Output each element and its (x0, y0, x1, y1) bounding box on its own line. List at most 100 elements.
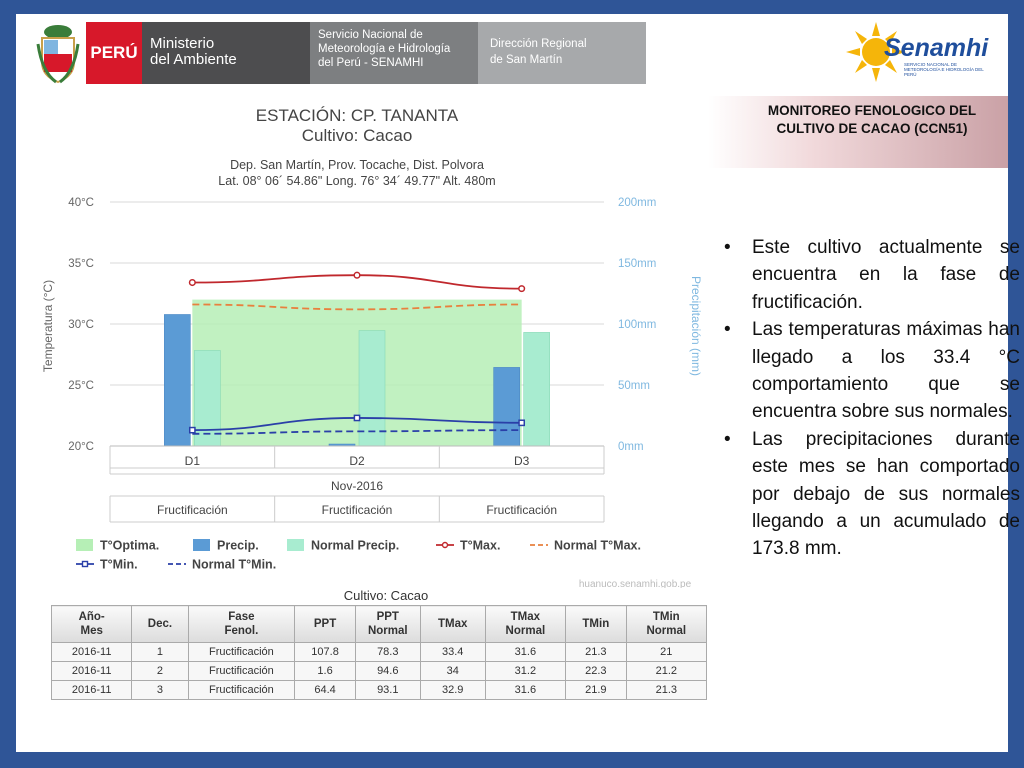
table-cell: 21.3 (565, 642, 627, 662)
table-header-text: Fenol. (224, 625, 259, 637)
table-cell: 33.4 (419, 642, 486, 662)
chart-credit: huanuco.senamhi.gob.pe (579, 579, 692, 588)
tmax-point (518, 285, 526, 293)
monitor-banner: MONITOREO FENOLOGICO DEL CULTIVO DE CACA… (708, 96, 1008, 168)
table-header-cell: PPT Normal (354, 605, 421, 643)
lines (188, 271, 526, 435)
legend-label: Precip. (217, 539, 259, 553)
table-header-row: Año- Mes Dec. Fase Fenol. PPT PPT Normal TMax TMa… (50, 605, 708, 643)
direccion-label: Dirección Regional de San Martín (478, 22, 646, 84)
monitor-title: MONITOREO FENOLOGICO DEL CULTIVO DE CACA… (767, 103, 977, 136)
table-header-text: TMin (582, 618, 610, 630)
table-header-text: Normal (367, 625, 408, 637)
legend-label: Normal Precip. (311, 539, 399, 553)
table-cell: 32.9 (419, 680, 486, 700)
phase-label: Fructificación (486, 503, 557, 517)
y-tick-label: 30°C (68, 319, 94, 331)
ministerio-line1: Ministerio (150, 35, 215, 52)
table-cell: Fructificación (187, 642, 296, 662)
y2-tick-label: 0mm (618, 441, 644, 453)
table-row: 2016-11 3 Fructificación 64.4 93.1 32.9 31.6 21… (50, 680, 708, 700)
table-header-text: TMin (652, 611, 680, 623)
legend-swatch (287, 539, 304, 551)
logo-sub: SERVICIO NACIONAL DE METEOROLOGÍA E HIDR… (904, 62, 984, 77)
table-header-cell: TMin Normal (625, 605, 708, 643)
optimal-range-band (192, 299, 522, 446)
senamhi-logo: Senamhi SERVICIO NACIONAL DE METEOROLOGÍ… (846, 18, 996, 88)
table-header-cell: PPT (294, 605, 356, 643)
axes: 20°C 0mm 25°C 50mm 30°C 100mm 35°C 150mm 40°C 200… (68, 197, 656, 523)
bullet-list: Este cultivo actualmente se encuentra en… (716, 234, 1020, 563)
slide: PERÚ Ministerio del Ambiente Servicio Na… (16, 14, 1020, 752)
x-tick-label: D1 (185, 454, 201, 468)
y2-tick-label: 200mm (618, 197, 656, 209)
table-header-text: Dec. (147, 618, 173, 630)
legend: T°Optima. Precip. Normal Precip. T°Max. Norm… (76, 539, 641, 572)
legend-label: T°Max. (460, 539, 500, 553)
table-header-text: Año- (78, 611, 105, 623)
tmin-point (518, 419, 526, 427)
table-cell: 22.3 (565, 661, 627, 681)
senamhi-line3: del Perú - SENAMHI (318, 57, 424, 69)
table-cell: 2016-11 (50, 661, 133, 681)
tmin-point (188, 426, 196, 434)
header-banner: PERÚ Ministerio del Ambiente Servicio Na… (16, 14, 1008, 92)
table-cell: 21.2 (625, 661, 708, 681)
table-row: 2016-11 2 Fructificación 1.6 94.6 34 31.2 22.3 2… (50, 661, 708, 681)
data-table: Año- Mes Dec. Fase Fenol. PPT PPT Normal TMax TMa… (50, 605, 708, 700)
legend-label: Normal T°Min. (192, 558, 276, 572)
table-cell: 21.9 (565, 680, 627, 700)
table-header-text: TMax (510, 611, 541, 623)
table-header-cell: Fase Fenol. (187, 605, 296, 643)
senamhi-line2: Meteorología e Hidrología (318, 43, 451, 55)
table-header-cell: TMin (565, 605, 627, 643)
table-cell: 3 (131, 680, 189, 700)
table-header-cell: Dec. (131, 605, 189, 643)
tmax-point (353, 271, 361, 279)
table-header-text: Fase (228, 611, 255, 623)
chart-title: ESTACIÓN: CP. TANANTA (256, 106, 459, 125)
coat-of-arms-icon (36, 25, 80, 84)
table-body: 2016-11 1 Fructificación 107.8 78.3 33.4 31.6 2… (50, 642, 708, 700)
y2-axis-label: Precipitación (mm) (689, 276, 703, 376)
ministerio-label: Ministerio del Ambiente (142, 22, 310, 84)
table-cell: 21 (625, 642, 708, 662)
month-label: Nov-2016 (331, 479, 383, 493)
legend-label: T°Min. (100, 558, 138, 572)
tmin-point (353, 414, 361, 422)
table-cell: 2016-11 (50, 642, 133, 662)
normal-tmin-line (192, 429, 522, 435)
normal-precip-bar (358, 330, 386, 447)
sun-icon (846, 22, 906, 82)
ministerio-line2: del Ambiente (150, 51, 237, 68)
y-tick-label: 40°C (68, 197, 94, 209)
table-cell: 21.3 (625, 680, 708, 700)
normal-precip-bar (523, 332, 550, 447)
table-header-text: Normal (646, 625, 687, 637)
optimal-band (192, 299, 522, 446)
normal-precip-bar (194, 350, 221, 447)
y-tick-label: 20°C (68, 441, 94, 453)
y2-tick-label: 50mm (618, 380, 650, 392)
climate-chart: ESTACIÓN: CP. TANANTA Cultivo: Cacao Dep… (41, 106, 703, 588)
chart-info-2: Lat. 08° 06´ 54.86" Long. 76° 34´ 49.77"… (218, 174, 495, 188)
peru-brand: PERÚ (86, 22, 142, 84)
x-tick-label: D2 (349, 454, 365, 468)
legend-label: Normal T°Max. (554, 539, 641, 553)
table-header-cell: TMax Normal (484, 605, 567, 643)
table-cell: 93.1 (354, 680, 421, 700)
legend-marker (441, 541, 449, 549)
table-title: Cultivo: Cacao (343, 588, 429, 603)
table-cell: Fructificación (187, 661, 296, 681)
legend-label: T°Optima. (100, 539, 159, 553)
normal-tmax-line (192, 303, 522, 311)
direccion-line2: de San Martín (490, 54, 563, 66)
precip-bar (493, 367, 520, 447)
precip-bar (164, 314, 191, 447)
table-cell: 64.4 (294, 680, 356, 700)
table-row: 2016-11 1 Fructificación 107.8 78.3 33.4 31.6 2… (50, 642, 708, 662)
table-header-text: Normal (505, 625, 546, 637)
senamhi-line1: Servicio Nacional de (318, 29, 423, 41)
bullet-3: Las precipitaciones durante este mes se … (724, 426, 1020, 563)
table-header-cell: TMax (419, 605, 486, 643)
